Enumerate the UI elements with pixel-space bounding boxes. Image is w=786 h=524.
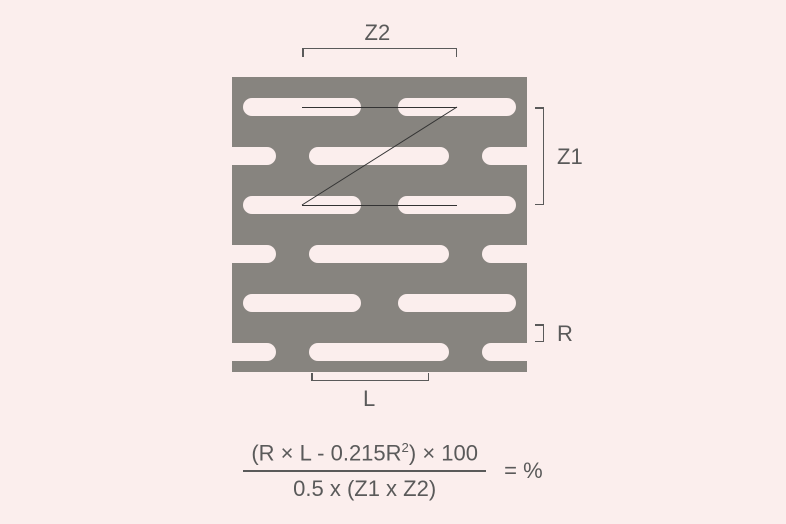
- bracket-z1: [543, 107, 544, 205]
- bracket-r: [543, 324, 544, 342]
- label-z1: Z1: [557, 144, 583, 170]
- slot: [309, 343, 449, 361]
- slot: [309, 147, 449, 165]
- slot: [243, 294, 361, 312]
- label-z2: Z2: [365, 20, 391, 46]
- slot: [482, 147, 527, 165]
- guide-line-bottom: [302, 205, 457, 206]
- label-r: R: [557, 321, 573, 347]
- bracket-z2: [302, 48, 457, 49]
- slot: [232, 245, 276, 263]
- slot: [482, 343, 527, 361]
- formula-rhs: = %: [504, 458, 543, 483]
- slot: [482, 245, 527, 263]
- guide-line-top: [302, 107, 457, 108]
- slot: [398, 294, 516, 312]
- slot: [309, 245, 449, 263]
- formula-denominator: 0.5 x (Z1 x Z2): [243, 470, 486, 502]
- slot: [232, 343, 276, 361]
- perforated-plate: [232, 77, 527, 372]
- formula-numerator: (R × L - 0.215R2) × 100: [243, 440, 486, 470]
- label-l: L: [363, 386, 375, 412]
- bracket-l: [311, 380, 429, 381]
- diagram-canvas: Z2 L Z1 R (R × L - 0.215R2) × 100 0.5 x …: [0, 0, 786, 524]
- slot: [232, 147, 276, 165]
- formula: (R × L - 0.215R2) × 100 0.5 x (Z1 x Z2) …: [0, 440, 786, 502]
